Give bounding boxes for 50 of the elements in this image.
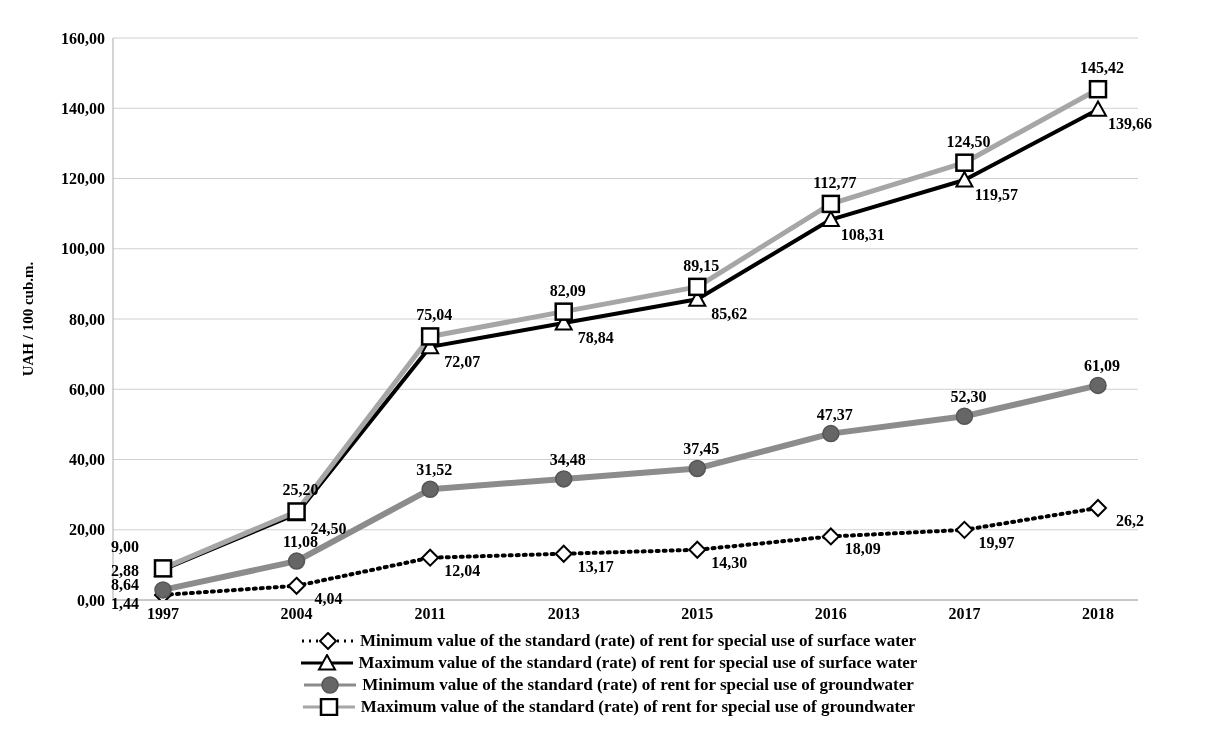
data-label: 124,50: [946, 132, 991, 150]
data-label: 31,52: [416, 461, 453, 479]
data-label: 145,42: [1080, 59, 1124, 77]
legend-label: Minimum value of the standard (rate) of rent for special use of surface water: [359, 630, 917, 652]
data-label: 18,09: [844, 540, 881, 558]
legend-label: Minimum value of the standard (rate) of rent for special use of groundwater: [362, 674, 914, 696]
y-axis-title: UAH / 100 cub.m.: [20, 261, 37, 377]
legend-label: Maximum value of the standard (rate) of rent for special use of groundwater: [360, 696, 916, 718]
y-tick-label: 40,00: [69, 451, 105, 469]
y-tick-label: 140,00: [61, 99, 105, 117]
y-tick-label: 60,00: [69, 380, 105, 398]
data-label: 47,37: [816, 405, 853, 423]
data-label: 37,45: [683, 440, 720, 458]
data-label: 75,04: [416, 306, 453, 324]
y-tick-label: 120,00: [61, 170, 105, 188]
data-label: 139,66: [1108, 115, 1152, 133]
data-label: 52,30: [950, 388, 987, 406]
data-label: 72,07: [444, 352, 481, 370]
data-label: 82,09: [549, 281, 586, 299]
data-label: 108,31: [840, 225, 885, 243]
data-label: 78,84: [577, 329, 614, 347]
data-label: 119,57: [974, 186, 1018, 204]
data-label: 85,62: [711, 305, 748, 323]
y-tick-label: 100,00: [61, 240, 105, 258]
data-label: 9,00: [111, 538, 139, 556]
data-label: 26,2: [1116, 511, 1144, 529]
data-label: 13,17: [577, 557, 614, 575]
x-tick-label: 2017: [948, 605, 981, 623]
data-label: 14,30: [711, 553, 748, 571]
x-tick-label: 2018: [1082, 605, 1114, 623]
y-tick-label: 0,00: [77, 591, 105, 609]
x-tick-label: 2004: [280, 605, 313, 623]
data-label: 1,44: [111, 594, 139, 612]
legend-label: Maximum value of the standard (rate) of rent for special use of surface water: [358, 652, 918, 674]
y-tick-label: 160,00: [61, 29, 105, 47]
data-label: 25,20: [282, 481, 319, 499]
x-tick-label: 2015: [681, 605, 714, 623]
data-label: 61,09: [1084, 357, 1120, 375]
data-label: 4,04: [314, 589, 343, 607]
x-tick-label: 1997: [147, 605, 179, 623]
data-label: 112,77: [813, 173, 857, 191]
data-label: 12,04: [444, 561, 481, 579]
x-tick-label: 2013: [547, 605, 580, 623]
y-tick-label: 20,00: [69, 521, 105, 539]
x-tick-label: 2016: [814, 605, 847, 623]
data-label: 19,97: [978, 533, 1015, 551]
data-label: 89,15: [683, 256, 720, 274]
y-tick-label: 80,00: [69, 310, 105, 328]
data-label: 34,48: [549, 450, 586, 468]
x-tick-label: 2011: [414, 605, 446, 623]
